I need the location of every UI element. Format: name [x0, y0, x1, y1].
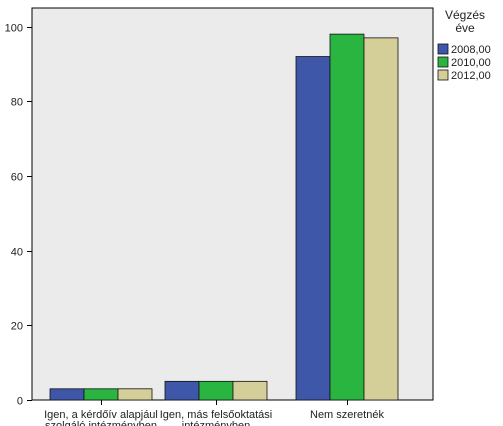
x-category-label: Nem szeretnék: [310, 409, 384, 421]
legend-label: 2008,00: [451, 44, 491, 56]
x-category-label-line: Nem szeretnék: [310, 409, 384, 421]
y-tick-label: 60: [11, 172, 23, 184]
x-axis: Igen, a kérdőív alapjául szolgáló intézmé…: [44, 400, 384, 426]
bar: [295, 56, 331, 401]
x-category-label-line: intézményben: [182, 420, 251, 426]
bar: [83, 388, 119, 401]
legend-label: 2010,00: [451, 57, 491, 69]
bar: [363, 37, 399, 401]
bar: [232, 380, 268, 401]
bar: [198, 380, 234, 401]
legend-title: éve: [455, 21, 475, 35]
x-category-label-line: Igen, más felsőoktatási: [160, 409, 273, 421]
bar: [117, 388, 153, 401]
y-tick-label: 100: [5, 23, 23, 35]
x-category-label: Igen, a kérdőív alapjául szolgáló intézmé…: [44, 409, 158, 426]
bar: [49, 388, 85, 401]
legend-swatch: [437, 56, 449, 68]
legend-swatch: [437, 69, 449, 81]
legend-swatch: [437, 43, 449, 55]
x-category-label-line: szolgáló intézményben: [45, 420, 157, 426]
bars: [49, 33, 399, 401]
y-tick-label: 0: [17, 396, 23, 408]
bar: [164, 380, 200, 401]
y-tick-label: 20: [11, 321, 23, 333]
y-tick-label: 40: [11, 247, 23, 259]
legend-label: 2012,00: [451, 70, 491, 82]
legend-title: Végzés: [445, 8, 485, 22]
x-category-label: Igen, más felsőoktatási intézményben: [160, 409, 273, 426]
bar: [329, 33, 365, 401]
x-category-label-line: Igen, a kérdőív alapjául: [44, 409, 158, 421]
y-axis: 0 20 40 60 80 100: [5, 23, 32, 408]
y-tick-label: 80: [11, 97, 23, 109]
